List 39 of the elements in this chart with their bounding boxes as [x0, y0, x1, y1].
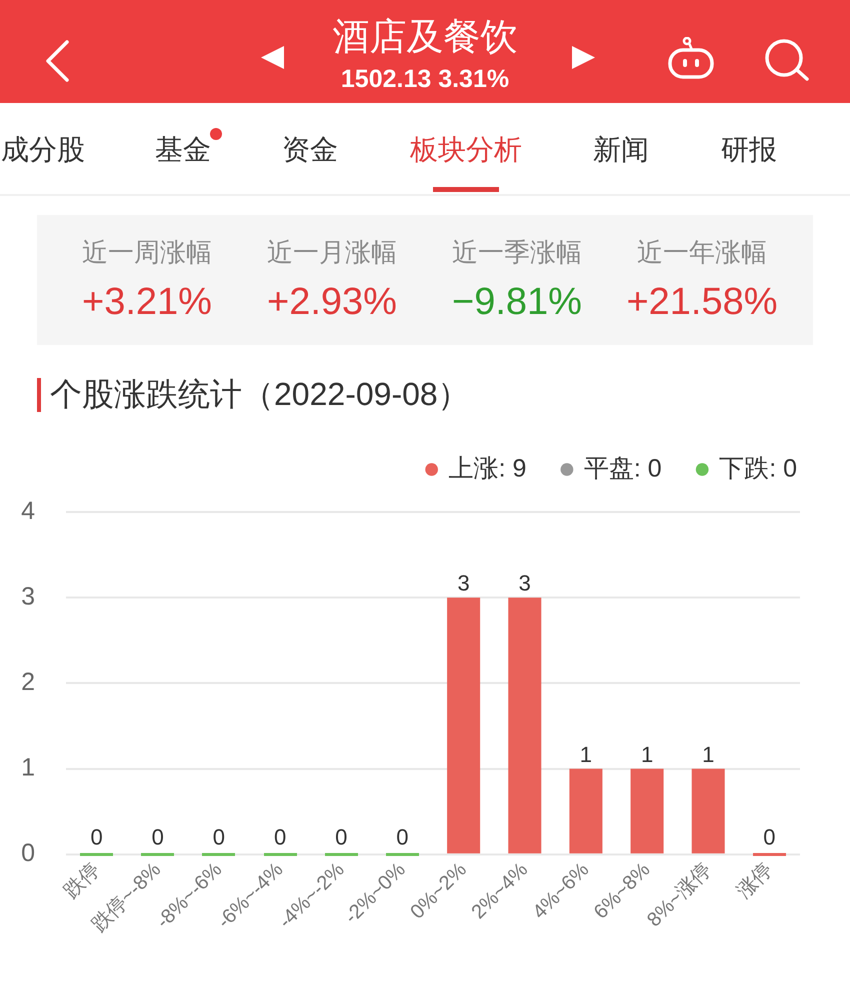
- data-label: +2.93%: [267, 281, 397, 323]
- text: 板块分析: [410, 134, 522, 165]
- data-label: 0: [335, 824, 348, 850]
- text: 新闻: [593, 134, 649, 165]
- y-tick-label: 1: [21, 754, 35, 782]
- y-tick-label: 0: [21, 839, 35, 868]
- data-label: 3: [518, 570, 531, 596]
- data-label: 0: [152, 824, 164, 850]
- data-label: 0: [90, 824, 103, 850]
- text: 基金: [155, 134, 211, 165]
- x-tick-label: 跌停: [60, 858, 104, 903]
- category-label: 近一月涨幅: [267, 237, 397, 267]
- x-tick-label: 涨停: [733, 858, 777, 903]
- data-label: 1: [580, 742, 592, 767]
- data-label: +21.58%: [626, 281, 778, 323]
- data-label: +3.21%: [82, 281, 212, 323]
- data-label: 3: [457, 570, 470, 596]
- data-label: 0: [763, 824, 776, 850]
- legend-label: 平盘: 0: [584, 454, 662, 482]
- y-tick-label: 3: [21, 582, 35, 610]
- text: 资金: [282, 134, 338, 165]
- legend-label: 下跌: 0: [719, 454, 797, 482]
- data-label: 0: [212, 824, 226, 850]
- chart-title: 个股涨跌统计（2022-09-08）: [50, 376, 470, 412]
- data-label: −9.81%: [452, 281, 582, 323]
- legend-label: 上涨: 9: [448, 454, 526, 482]
- data-label: 1: [640, 742, 654, 767]
- text: 研报: [721, 134, 777, 165]
- data-label: 1: [702, 742, 714, 767]
- text: 1502.13 3.31%: [340, 65, 510, 93]
- data-label: 0: [396, 824, 409, 850]
- data-label: 0: [274, 824, 286, 850]
- y-tick-label: 4: [21, 496, 36, 525]
- text: 成分股: [1, 134, 85, 165]
- category-label: 近一周涨幅: [82, 237, 212, 267]
- category-label: 近一年涨幅: [637, 237, 767, 267]
- category-label: 近一季涨幅: [452, 237, 582, 267]
- text: 酒店及餐饮: [332, 16, 518, 57]
- y-tick-label: 2: [21, 668, 35, 696]
